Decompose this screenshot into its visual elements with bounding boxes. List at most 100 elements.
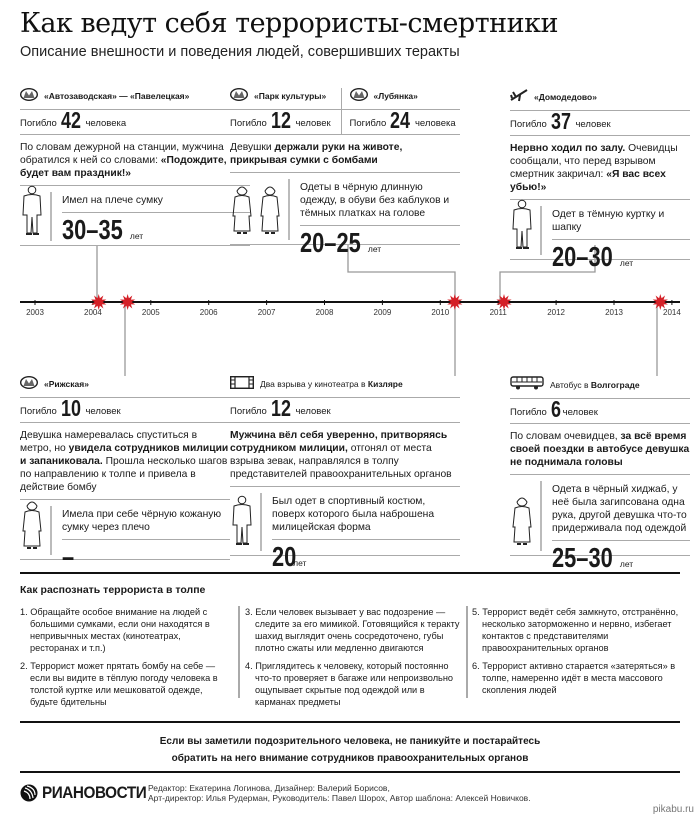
killed-count: 42	[60, 107, 81, 133]
behavior-description: Девушки держали руки на животе, прикрыва…	[230, 135, 460, 173]
year-label: 2007	[258, 308, 276, 317]
tips-title: Как распознать террориста в толпе	[20, 584, 206, 596]
appearance-section: Имела при себе чёрную кожаную сумку чере…	[20, 500, 230, 571]
divider	[20, 572, 680, 574]
figures	[20, 501, 50, 555]
year-label: 2008	[316, 308, 334, 317]
metro-icon	[19, 375, 39, 393]
killed-count: 12	[270, 107, 291, 133]
event-card: Два взрыва у кинотеатра в Кизляре Погибло…	[229, 375, 460, 571]
description-part: Мужчина вёл себя уверенно, притворяясь с…	[230, 430, 448, 454]
killed-prefix: Погибло	[20, 406, 57, 417]
killed-count: 37	[550, 108, 571, 134]
killed-count: 24	[390, 107, 411, 133]
age-value: 25–30	[552, 542, 613, 573]
age: 20–30 лет	[552, 240, 690, 271]
year-label: 2006	[200, 308, 218, 317]
label-part: «Парк культуры»	[254, 91, 327, 101]
age-unit: лет	[367, 244, 382, 254]
female-figure-icon	[20, 499, 44, 555]
behavior-description: По словам дежурной на станции, мужчина о…	[20, 135, 250, 186]
figures	[230, 493, 260, 551]
location-label: «Лубянка»	[374, 90, 418, 103]
tips-column-2: 3. Если человек вызывает у вас подозрени…	[245, 606, 463, 714]
age-value: 20–25	[300, 227, 361, 258]
age-value: –	[62, 541, 75, 572]
male-figure-icon	[510, 199, 534, 255]
event-card: «Рижская» Погибло 10 человек Девушка намерев…	[19, 375, 230, 571]
age-value: 20	[272, 541, 297, 572]
timeline: 2003 2004 2005 2006 2007 2008 2009 2010 2011 2012…	[20, 245, 681, 376]
killed-prefix: Погибло	[510, 119, 547, 130]
location-label: «Автозаводская» — «Павелецкая»	[44, 90, 189, 103]
year-label: 2014	[663, 308, 681, 317]
label-part: Кизляре	[367, 379, 403, 389]
notice-line: Если вы заметили подозрительного человек…	[159, 736, 541, 747]
tip-item: 4. Приглядитесь к человеку, который пост…	[245, 661, 454, 707]
killed-unit: человека	[414, 118, 456, 129]
page-subtitle: Описание внешности и поведения людей, со…	[20, 44, 460, 60]
location-label: Автобус в Волгограде	[550, 379, 640, 392]
killed-prefix: Погибло	[20, 118, 57, 129]
death-toll: Погибло 37 человек	[510, 108, 690, 135]
divider	[466, 606, 468, 698]
notice-line: обратить на него внимание сотрудников пр…	[171, 753, 529, 764]
deaths-row: Погибло 12 человек	[230, 397, 460, 423]
label-part: «Домодедово»	[534, 91, 597, 102]
description-part: По словам дежурной на станции, мужчина о…	[20, 142, 224, 166]
description-part: «Подождите, будет вам праздник!»	[20, 155, 227, 179]
event-card: «Домодедово» Погибло 37 человек Нервно ходил…	[510, 88, 690, 271]
male-figure-icon	[230, 495, 254, 551]
location-header: «Парк культуры»	[229, 87, 341, 109]
explosion-marker-icon	[496, 294, 512, 310]
description-part: за всё время своей поездки в автобусе де…	[510, 431, 690, 468]
appearance-note: Одеты в чёрную длинную одежду, в обуви б…	[300, 179, 460, 226]
year-label: 2011	[490, 308, 508, 317]
tip-item: 6. Террорист активно старается «затерять…	[472, 661, 676, 695]
metro-icon	[349, 87, 368, 105]
divider	[238, 606, 240, 698]
age: 30–35 лет	[62, 213, 250, 244]
description-part: По словам очевидцев,	[510, 431, 621, 442]
card-header: Автобус в Волгограде	[510, 376, 690, 399]
appearance-note: Одета в чёрный хиджаб, у неё была загипс…	[552, 481, 690, 541]
figures	[20, 185, 50, 241]
event-card: «Парк культуры» «Лубянка» Погибло 12 человек…	[229, 87, 460, 257]
killed-prefix: Погибло	[230, 406, 267, 417]
description-part: увидела сотрудников милиции и запаникова…	[20, 443, 229, 467]
appearance-note: Имела при себе чёрную кожаную сумку чере…	[62, 506, 230, 540]
explosion-marker-icon	[447, 294, 463, 310]
location-label: Два взрыва у кинотеатра в Кизляре	[260, 378, 403, 391]
figures	[510, 481, 540, 551]
death-toll: Погибло 42 человека	[20, 107, 250, 134]
killed-unit: человек	[85, 406, 121, 417]
figures	[230, 179, 288, 240]
killed-unit: человек	[295, 406, 331, 417]
appearance-section: Был одет в спортивный костюм, поверх кот…	[230, 487, 460, 571]
tip-item: 5. Террорист ведёт себя замкнуто, отстра…	[472, 607, 679, 653]
tips-column-1: 1. Обращайте особое внимание на людей с …	[20, 606, 232, 714]
female-figure-icon	[258, 184, 282, 240]
year-label: 2004	[84, 308, 102, 317]
deaths-row: Погибло 6 человек	[510, 398, 690, 424]
deaths-row: Погибло 10 человек	[20, 397, 230, 423]
year-label: 2010	[431, 308, 449, 317]
age-unit: лет	[129, 231, 144, 241]
killed-unit: человек	[295, 118, 331, 129]
age: 25–30 лет	[552, 541, 690, 573]
year-label: 2013	[605, 308, 623, 317]
card-header: «Автозаводская» — «Павелецкая»	[19, 87, 250, 110]
appearance-note: Одет в тёмную куртку и шапку	[552, 206, 690, 240]
year-label: 2009	[374, 308, 392, 317]
description-part: держали руки на животе, прикрывая сумки …	[230, 142, 403, 166]
death-toll: Погибло 12 человек	[230, 107, 341, 134]
label-part: «Автозаводская» — «Павелецкая»	[44, 91, 190, 101]
description-part: Девушки	[230, 142, 275, 153]
appearance-note: Имел на плече сумку	[62, 192, 250, 213]
age-unit: лет	[293, 558, 307, 568]
location-header: Автобус в Волгограде	[510, 376, 690, 398]
card-header: Два взрыва у кинотеатра в Кизляре	[229, 375, 460, 398]
divider	[20, 721, 680, 723]
description-part: Девушка намеревалась спуститься в метро,…	[20, 430, 198, 454]
metro-icon	[19, 87, 39, 105]
